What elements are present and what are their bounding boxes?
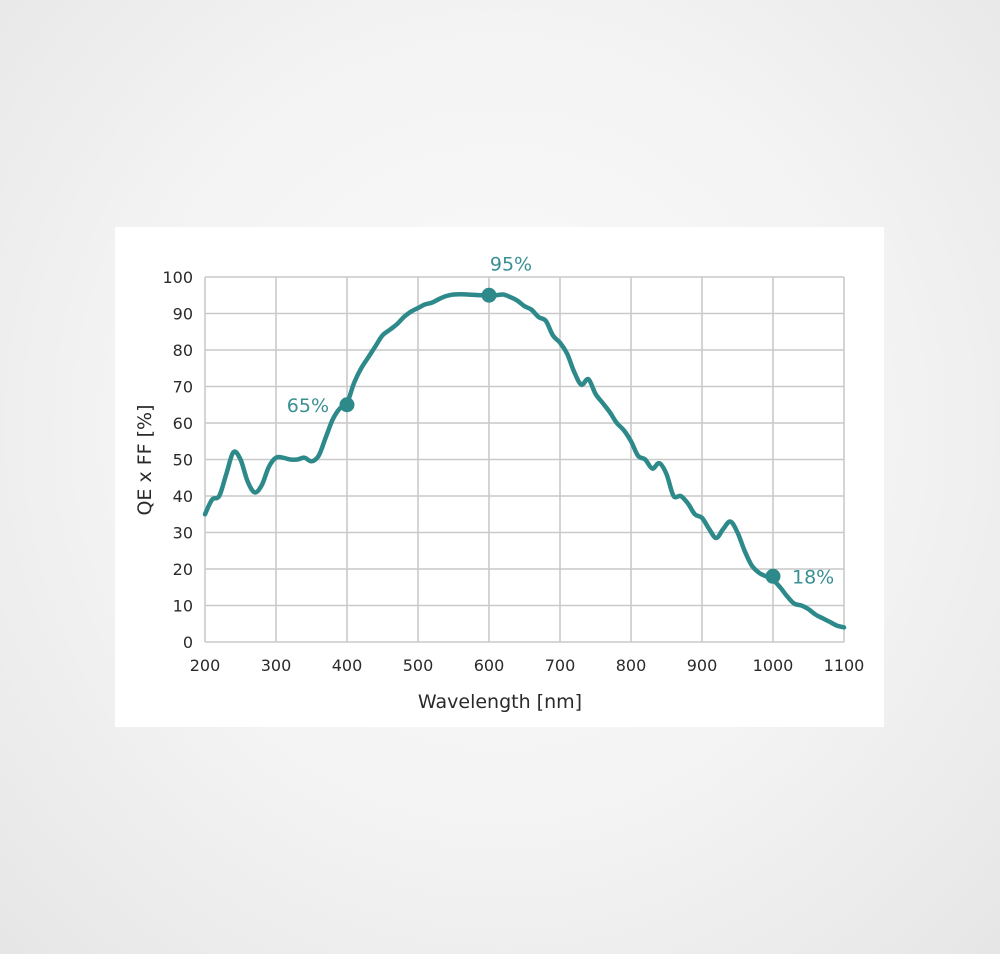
y-tick-label: 10 bbox=[173, 597, 193, 616]
x-tick-label: 1000 bbox=[753, 656, 794, 675]
x-axis-title: Wavelength [nm] bbox=[418, 691, 582, 713]
annotation-marker bbox=[339, 397, 355, 413]
series-layer bbox=[202, 291, 847, 630]
chart-card: 200 300 400 500 600 700 800 900 1000 1100 0 10 20 30… bbox=[115, 227, 884, 727]
annotation-label: 65% bbox=[287, 395, 329, 417]
annotations: 65% 95% 18% bbox=[287, 253, 834, 588]
y-tick-label: 80 bbox=[173, 341, 193, 360]
y-tick-labels: 0 10 20 30 40 50 60 70 80 90 100 bbox=[162, 268, 193, 652]
y-tick-label: 40 bbox=[173, 487, 193, 506]
qe-chart: 200 300 400 500 600 700 800 900 1000 1100 0 10 20 30… bbox=[134, 253, 865, 713]
x-tick-label: 300 bbox=[261, 656, 292, 675]
x-tick-label: 600 bbox=[474, 656, 505, 675]
annotation-marker bbox=[765, 568, 781, 584]
y-tick-label: 90 bbox=[173, 305, 193, 324]
y-tick-label: 0 bbox=[183, 633, 193, 652]
x-tick-label: 400 bbox=[332, 656, 363, 675]
annotation-marker bbox=[481, 287, 497, 303]
y-tick-label: 100 bbox=[162, 268, 193, 287]
annotation-label: 95% bbox=[490, 253, 532, 275]
x-tick-label: 1100 bbox=[824, 656, 865, 675]
x-tick-label: 200 bbox=[190, 656, 221, 675]
x-tick-label: 800 bbox=[616, 656, 647, 675]
y-tick-label: 20 bbox=[173, 560, 193, 579]
y-tick-label: 70 bbox=[173, 378, 193, 397]
y-axis-title: QE x FF [%] bbox=[134, 404, 156, 515]
y-tick-label: 30 bbox=[173, 524, 193, 543]
x-tick-labels: 200 300 400 500 600 700 800 900 1000 1100 bbox=[190, 656, 865, 675]
x-tick-label: 900 bbox=[687, 656, 718, 675]
x-tick-label: 500 bbox=[403, 656, 434, 675]
x-tick-label: 700 bbox=[545, 656, 576, 675]
y-tick-label: 60 bbox=[173, 414, 193, 433]
y-tick-label: 50 bbox=[173, 451, 193, 470]
annotation-label: 18% bbox=[792, 566, 834, 588]
qe-series-line bbox=[202, 291, 847, 630]
